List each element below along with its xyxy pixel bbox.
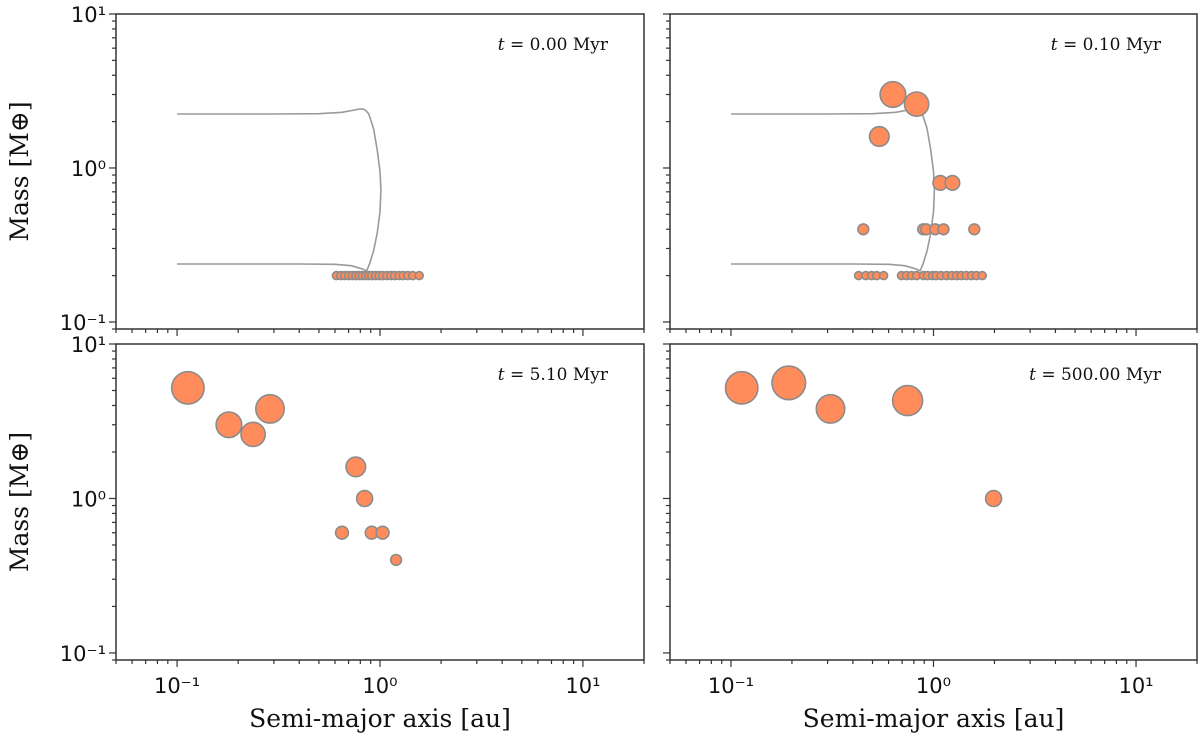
planet-point — [937, 223, 950, 236]
panel-2: t = 0.10 Myr — [663, 13, 1198, 336]
x-tick-label: 10⁰ — [916, 674, 951, 698]
planet-point — [334, 525, 350, 540]
planet-point — [771, 365, 807, 401]
y-tick-label: 10¹ — [71, 333, 106, 357]
x-tick-label: 10⁻¹ — [708, 674, 754, 698]
time-value: = 0.00 Myr — [505, 35, 609, 55]
planet-point — [170, 370, 205, 405]
time-value: = 5.10 Myr — [505, 365, 609, 385]
planet-point — [944, 174, 961, 191]
y-tick-label: 10⁻¹ — [60, 642, 106, 666]
planet-point — [857, 223, 870, 236]
time-symbol: t — [498, 35, 505, 55]
planet-point — [984, 489, 1003, 508]
time-annotation: t = 0.10 Myr — [1051, 35, 1162, 55]
planet-point — [724, 370, 759, 405]
isolation-mass-curve — [177, 108, 382, 272]
time-annotation: t = 5.10 Myr — [498, 365, 609, 385]
planet-point — [879, 80, 907, 109]
planet-point — [878, 270, 889, 281]
y-tick-label: 10⁻¹ — [60, 311, 106, 335]
panel-3: 10⁻¹ 10⁰ 10¹ Semi-major axis [au] 10⁻¹ 10⁰ 10¹… — [5, 333, 645, 733]
y-tick-label: 10⁰ — [71, 157, 106, 181]
y-tick-label: 10¹ — [71, 3, 106, 27]
x-tick-label: 10¹ — [565, 674, 600, 698]
panel-1: 10⁻¹ 10⁰ 10¹ Mass [M⊕] t = 0.00 Myr — [5, 3, 645, 336]
x-tick-label: 10⁻¹ — [154, 674, 200, 698]
planet-point — [345, 456, 367, 478]
isolation-mass-curve — [731, 108, 936, 272]
time-value: = 500.00 Myr — [1036, 365, 1162, 385]
planet-point — [389, 553, 403, 567]
panel-4: 10⁻¹ 10⁰ 10¹ Semi-major axis [au] t = 500.00… — [663, 343, 1198, 733]
planet-point — [355, 489, 374, 508]
planet-point — [255, 393, 286, 424]
planet-point — [968, 223, 981, 236]
planet-point — [414, 270, 425, 281]
y-axis-label: Mass [M⊕] — [5, 101, 34, 241]
planet-point — [903, 91, 930, 118]
planet-point — [977, 270, 988, 281]
y-tick-label: 10⁰ — [71, 487, 106, 511]
planet-point — [215, 411, 243, 439]
x-axis-label: Semi-major axis [au] — [249, 704, 511, 733]
planet-point — [868, 125, 890, 148]
time-annotation: t = 0.00 Myr — [498, 35, 609, 55]
planet-point — [375, 525, 390, 540]
planet-point — [240, 421, 267, 448]
time-symbol: t — [498, 365, 505, 385]
time-annotation: t = 500.00 Myr — [1029, 365, 1162, 385]
x-tick-label: 10¹ — [1118, 674, 1153, 698]
planet-point — [891, 384, 924, 417]
time-symbol: t — [1029, 365, 1036, 385]
time-value: = 0.10 Myr — [1058, 35, 1162, 55]
time-symbol: t — [1051, 35, 1058, 55]
x-tick-label: 10⁰ — [362, 674, 397, 698]
y-axis-label: Mass [M⊕] — [5, 432, 34, 572]
x-axis-label: Semi-major axis [au] — [803, 704, 1065, 733]
planet-point — [815, 393, 846, 424]
